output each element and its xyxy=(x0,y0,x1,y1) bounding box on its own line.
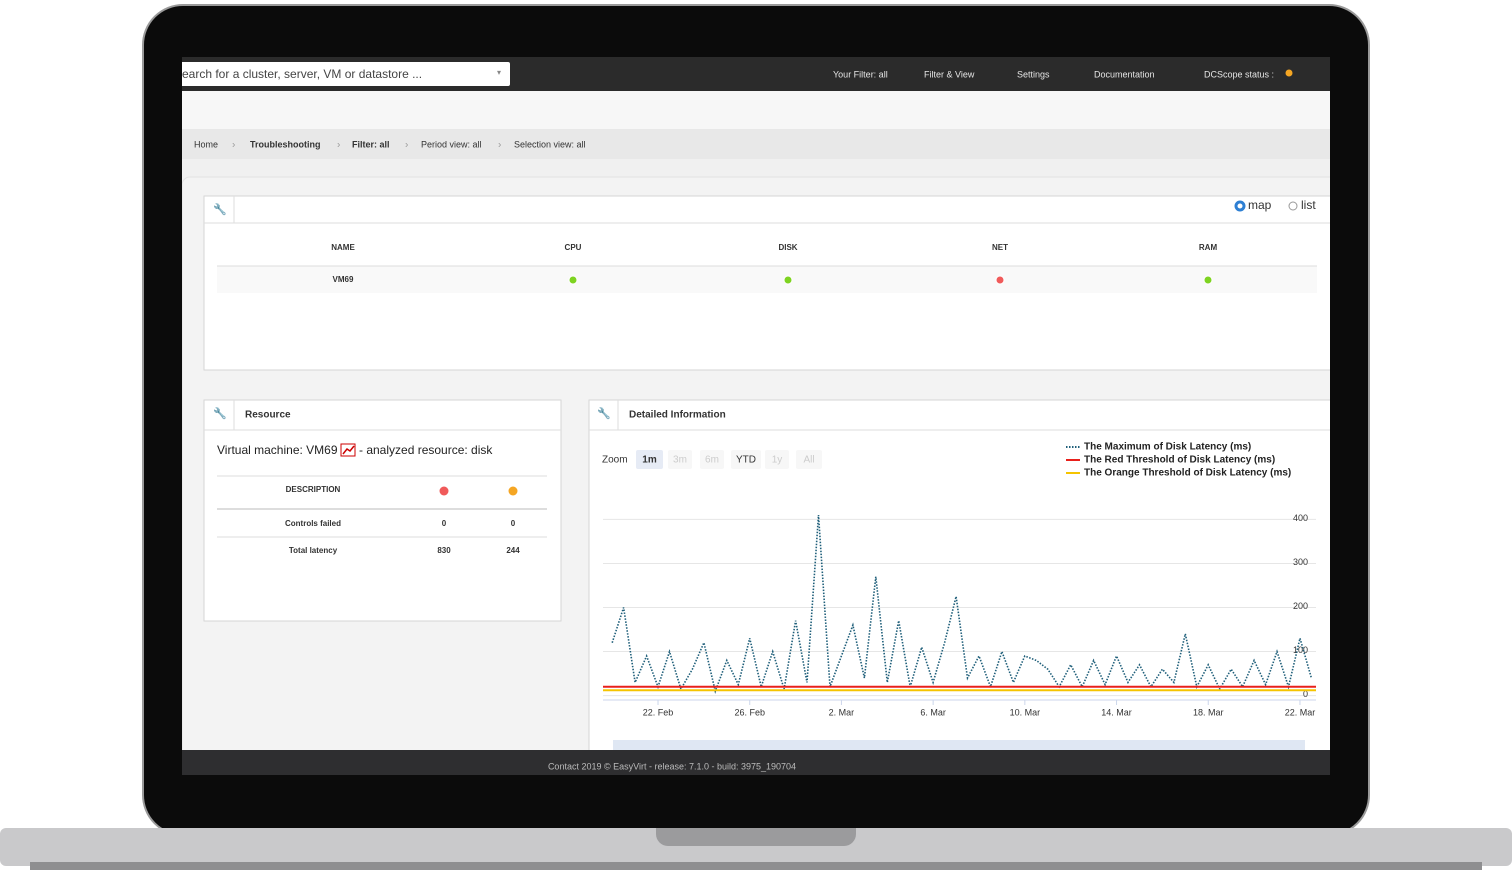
chart-area xyxy=(600,442,1317,742)
panel-title: Detailed Information xyxy=(629,410,726,421)
zoom-button[interactable] xyxy=(765,450,789,469)
zoom-button-label: All xyxy=(803,455,814,466)
chart-icon-line xyxy=(342,445,355,455)
zoom-button-label: 1y xyxy=(772,455,783,466)
zoom-label: Zoom xyxy=(602,455,628,466)
chart: 0 100 200 300 400 22. Feb 26. Feb 2. Mar 6. Mar 1… xyxy=(603,442,1316,717)
x-tick-label: 22. Feb xyxy=(643,707,674,717)
nav-item[interactable]: Settings xyxy=(1017,69,1050,79)
breadcrumb[interactable]: Selection view: all xyxy=(514,139,586,149)
svg-text:›: › xyxy=(337,140,340,151)
y-tick-label: 100 xyxy=(1293,645,1308,655)
status-header-dot xyxy=(508,486,518,496)
zoom-button-label: 1m xyxy=(642,455,657,466)
x-tick-label: 22. Mar xyxy=(1285,707,1316,717)
column-header: NET xyxy=(992,243,1008,252)
panel-title: Resource xyxy=(245,410,291,421)
x-tick-label: 14. Mar xyxy=(1101,707,1132,717)
screen: earch for a cluster, server, VM or datas… xyxy=(172,57,1330,775)
zoom-button-label: YTD xyxy=(736,455,756,466)
x-tick-label: 10. Mar xyxy=(1010,707,1041,717)
zoom-button[interactable] xyxy=(636,450,663,469)
column-header: DESCRIPTION xyxy=(286,485,341,494)
breadcrumb[interactable]: Period view: all xyxy=(421,139,482,149)
base-shadow xyxy=(30,862,1482,870)
zoom-buttons: 1m 3m 6m YTD 1y All xyxy=(636,450,822,469)
breadcrumb-separators: › › › › xyxy=(232,140,501,151)
footer-text: Contact 2019 © EasyVirt - release: 7.1.0… xyxy=(548,761,796,771)
laptop-base xyxy=(0,828,1512,866)
status-dot xyxy=(995,275,1005,285)
navigator[interactable] xyxy=(613,740,1305,752)
svg-text:›: › xyxy=(232,140,235,151)
breadcrumb[interactable]: Home xyxy=(194,139,218,149)
row-label: Controls failed xyxy=(285,519,341,528)
cell-value: 244 xyxy=(506,546,520,555)
wrench-icon[interactable]: 🔧 xyxy=(597,406,611,420)
legend-label[interactable]: The Red Threshold of Disk Latency (ms) xyxy=(1084,455,1275,466)
svg-text:›: › xyxy=(498,140,501,151)
nav-item[interactable]: Documentation xyxy=(1094,69,1155,79)
status-dot xyxy=(783,275,793,285)
vm-name: VM69 xyxy=(333,275,354,284)
breadcrumb[interactable]: Filter: all xyxy=(352,139,390,149)
search-placeholder: earch for a cluster, server, VM or datas… xyxy=(182,67,422,81)
legend-label[interactable]: The Maximum of Disk Latency (ms) xyxy=(1084,442,1251,453)
x-tick-label: 6. Mar xyxy=(920,707,946,717)
status-header-dot xyxy=(439,486,449,496)
zoom-button[interactable] xyxy=(700,450,724,469)
cell-value: 830 xyxy=(437,546,451,555)
row-label: Total latency xyxy=(289,546,338,555)
wrench-icon[interactable]: 🔧 xyxy=(213,406,227,420)
nav-item[interactable]: Your Filter: all xyxy=(833,69,888,79)
cell-value: 0 xyxy=(511,519,516,528)
table-row[interactable] xyxy=(217,266,1317,293)
column-header: DISK xyxy=(778,243,797,252)
y-tick-label: 200 xyxy=(1293,601,1308,611)
status-dots xyxy=(568,275,1213,285)
data-line xyxy=(611,514,1313,694)
radio[interactable] xyxy=(1288,201,1298,211)
radio-label: list xyxy=(1301,198,1316,212)
breadcrumb-bar xyxy=(182,129,1330,159)
search-box[interactable] xyxy=(172,62,510,86)
legend-label[interactable]: The Orange Threshold of Disk Latency (ms… xyxy=(1084,468,1291,479)
radio-label: map xyxy=(1248,198,1272,212)
subheader xyxy=(182,91,1330,129)
nav-item[interactable]: Filter & View xyxy=(924,69,975,79)
zoom-button-label: 6m xyxy=(705,455,719,466)
status-dot xyxy=(568,275,578,285)
resource-line: Virtual machine: VM69 xyxy=(217,443,338,457)
radio-selected[interactable] xyxy=(1234,200,1246,212)
breadcrumb[interactable]: Troubleshooting xyxy=(250,139,321,149)
zoom-button[interactable] xyxy=(731,450,761,469)
x-tick-label: 26. Feb xyxy=(734,707,765,717)
x-tick-label: 2. Mar xyxy=(829,707,855,717)
dropdown-caret: ▾ xyxy=(497,68,501,77)
status-icon xyxy=(1285,69,1293,77)
y-tick-label: 400 xyxy=(1293,513,1308,523)
footer xyxy=(182,750,1330,775)
resource-panel xyxy=(203,399,562,622)
zoom-button-label: 3m xyxy=(673,455,687,466)
resource-line: - analyzed resource: disk xyxy=(359,443,493,457)
status-dot xyxy=(1203,275,1213,285)
cell-value: 0 xyxy=(442,519,447,528)
column-header: NAME xyxy=(331,243,355,252)
resource-table: Controls failed 0 0 Total latency 830 244 xyxy=(285,486,520,555)
x-tick-label: 18. Mar xyxy=(1193,707,1224,717)
column-header: RAM xyxy=(1199,243,1218,252)
column-header: CPU xyxy=(565,243,582,252)
nav-item[interactable]: DCScope status : xyxy=(1204,69,1274,79)
svg-text:›: › xyxy=(405,140,408,151)
zoom-button[interactable] xyxy=(796,450,822,469)
y-tick-label: 0 xyxy=(1303,689,1308,699)
y-tick-label: 300 xyxy=(1293,557,1308,567)
zoom-button[interactable] xyxy=(668,450,692,469)
notch xyxy=(656,828,856,846)
wrench-icon[interactable]: 🔧 xyxy=(213,202,227,216)
